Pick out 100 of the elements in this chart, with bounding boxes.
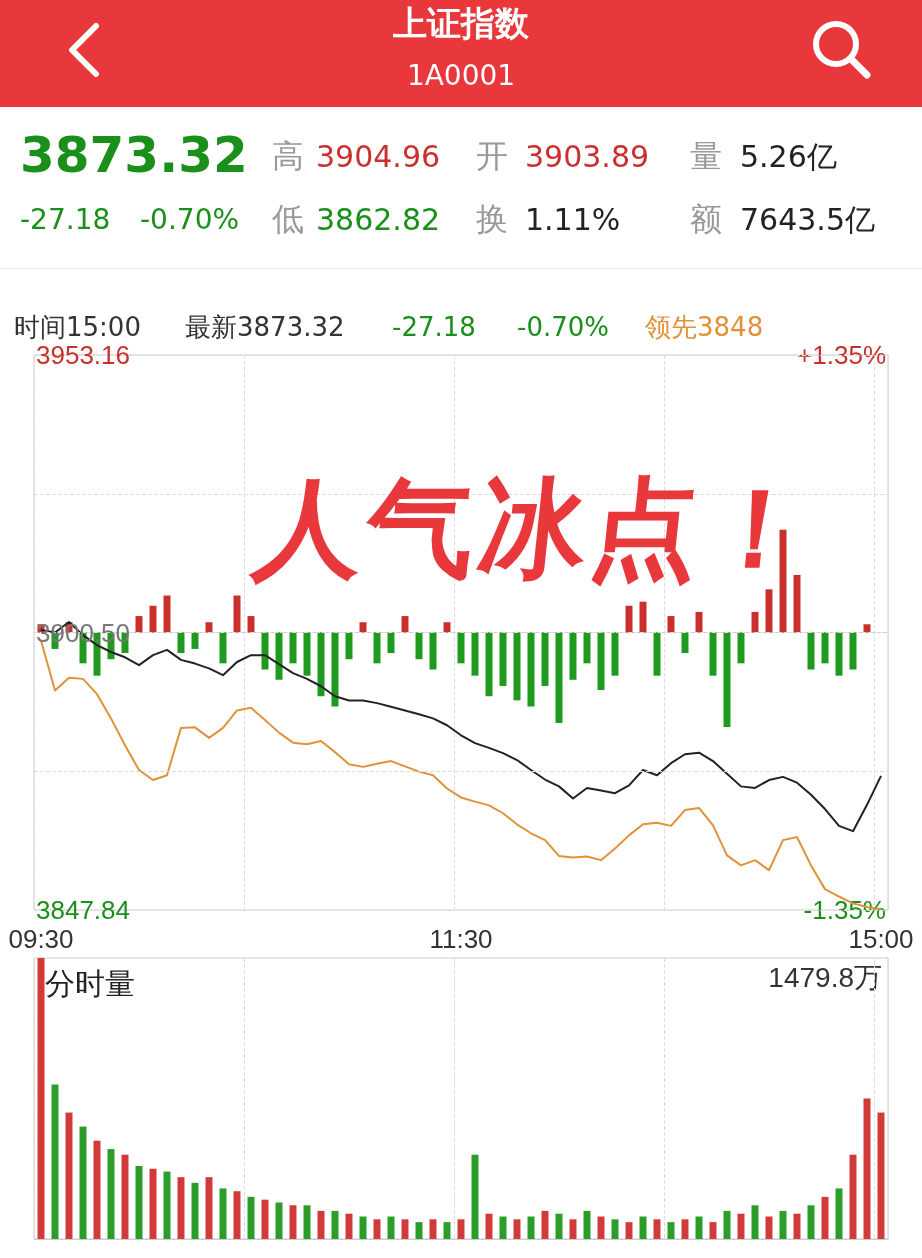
text: 领先3848	[645, 312, 764, 342]
text: -0.70%	[517, 312, 609, 342]
text: -0.70%	[140, 203, 240, 236]
bar	[709, 1222, 717, 1239]
bar	[331, 632, 339, 707]
bar	[191, 1182, 199, 1239]
y-tick-label: 3847.84	[36, 895, 130, 925]
bar	[303, 1205, 311, 1239]
bar	[555, 632, 563, 723]
x-tick-label: 15:00	[848, 924, 914, 954]
bar	[527, 1216, 535, 1239]
bar	[765, 589, 773, 633]
bar	[583, 1210, 591, 1239]
bar	[37, 958, 45, 1239]
bar	[737, 632, 745, 664]
bar	[751, 611, 759, 633]
text: 时间15:00	[14, 312, 141, 342]
bar	[205, 622, 213, 633]
bar	[387, 632, 395, 654]
bar	[219, 632, 227, 664]
bar	[569, 1219, 577, 1239]
annotation: 人气冰点！	[248, 466, 822, 591]
bar	[107, 1149, 115, 1239]
bar	[779, 1210, 787, 1239]
text: -27.18	[392, 312, 476, 342]
bar	[457, 1219, 465, 1239]
bar	[387, 1216, 395, 1239]
bar	[247, 616, 255, 633]
bar	[541, 632, 549, 686]
bar	[177, 632, 185, 654]
text: 额	[690, 200, 722, 238]
bar	[457, 632, 465, 664]
bar	[821, 632, 829, 664]
text: 低	[272, 200, 304, 238]
bar	[415, 1222, 423, 1239]
bar	[373, 632, 381, 664]
text: 上证指数	[392, 3, 530, 43]
bar	[485, 632, 493, 697]
bar	[597, 632, 605, 691]
bar	[555, 1213, 563, 1239]
bar	[303, 632, 311, 676]
bar	[695, 1216, 703, 1239]
text: 量	[690, 137, 722, 175]
bar	[667, 616, 675, 633]
bar	[415, 632, 423, 660]
bar	[653, 1219, 661, 1239]
chart-title: 分时量	[45, 966, 135, 1000]
x-tick-label: 11:30	[429, 924, 493, 954]
bar	[429, 1219, 437, 1239]
bar	[471, 632, 479, 676]
bar	[513, 632, 521, 701]
bar	[401, 616, 409, 633]
bar	[275, 1202, 283, 1239]
bar	[877, 1112, 885, 1239]
bar	[849, 1154, 857, 1239]
bar	[401, 1219, 409, 1239]
bar	[373, 1219, 381, 1239]
bar	[289, 632, 297, 664]
bar	[345, 632, 353, 660]
bar	[639, 1216, 647, 1239]
x-tick-label: 09:30	[8, 924, 74, 954]
bar	[359, 1216, 367, 1239]
bar	[639, 601, 647, 633]
bar	[863, 1098, 871, 1239]
bar	[723, 1210, 731, 1239]
bar	[359, 622, 367, 633]
text: 1.11%	[525, 202, 621, 237]
bar	[681, 632, 689, 654]
text: 最新3873.32	[185, 312, 345, 342]
y2-tick-label: +1.35%	[797, 340, 886, 370]
bar	[625, 605, 633, 633]
bar	[443, 622, 451, 633]
text: 开	[476, 137, 508, 175]
bar	[345, 1213, 353, 1239]
bar	[247, 1196, 255, 1239]
bar	[793, 1213, 801, 1239]
bar	[471, 1154, 479, 1239]
bar	[807, 1205, 815, 1239]
bar	[765, 1216, 773, 1239]
bar	[821, 1196, 829, 1239]
text: 高	[272, 137, 304, 175]
bar	[163, 595, 171, 633]
text: 7643.5亿	[740, 202, 875, 237]
text: 1A0001	[405, 59, 517, 92]
bar	[723, 632, 731, 728]
bar	[177, 1177, 185, 1239]
bar	[261, 1199, 269, 1239]
text: 3862.82	[316, 202, 441, 237]
bar	[541, 1210, 549, 1239]
text: 换	[476, 200, 508, 238]
bar	[135, 616, 143, 633]
bar	[443, 1222, 451, 1239]
bar	[261, 632, 269, 670]
bar	[233, 595, 241, 633]
bar	[597, 1216, 605, 1239]
bar	[317, 1210, 325, 1239]
text: 3873.32	[20, 126, 248, 184]
bar	[849, 632, 857, 670]
bar	[51, 1084, 59, 1239]
bar	[289, 1205, 297, 1239]
